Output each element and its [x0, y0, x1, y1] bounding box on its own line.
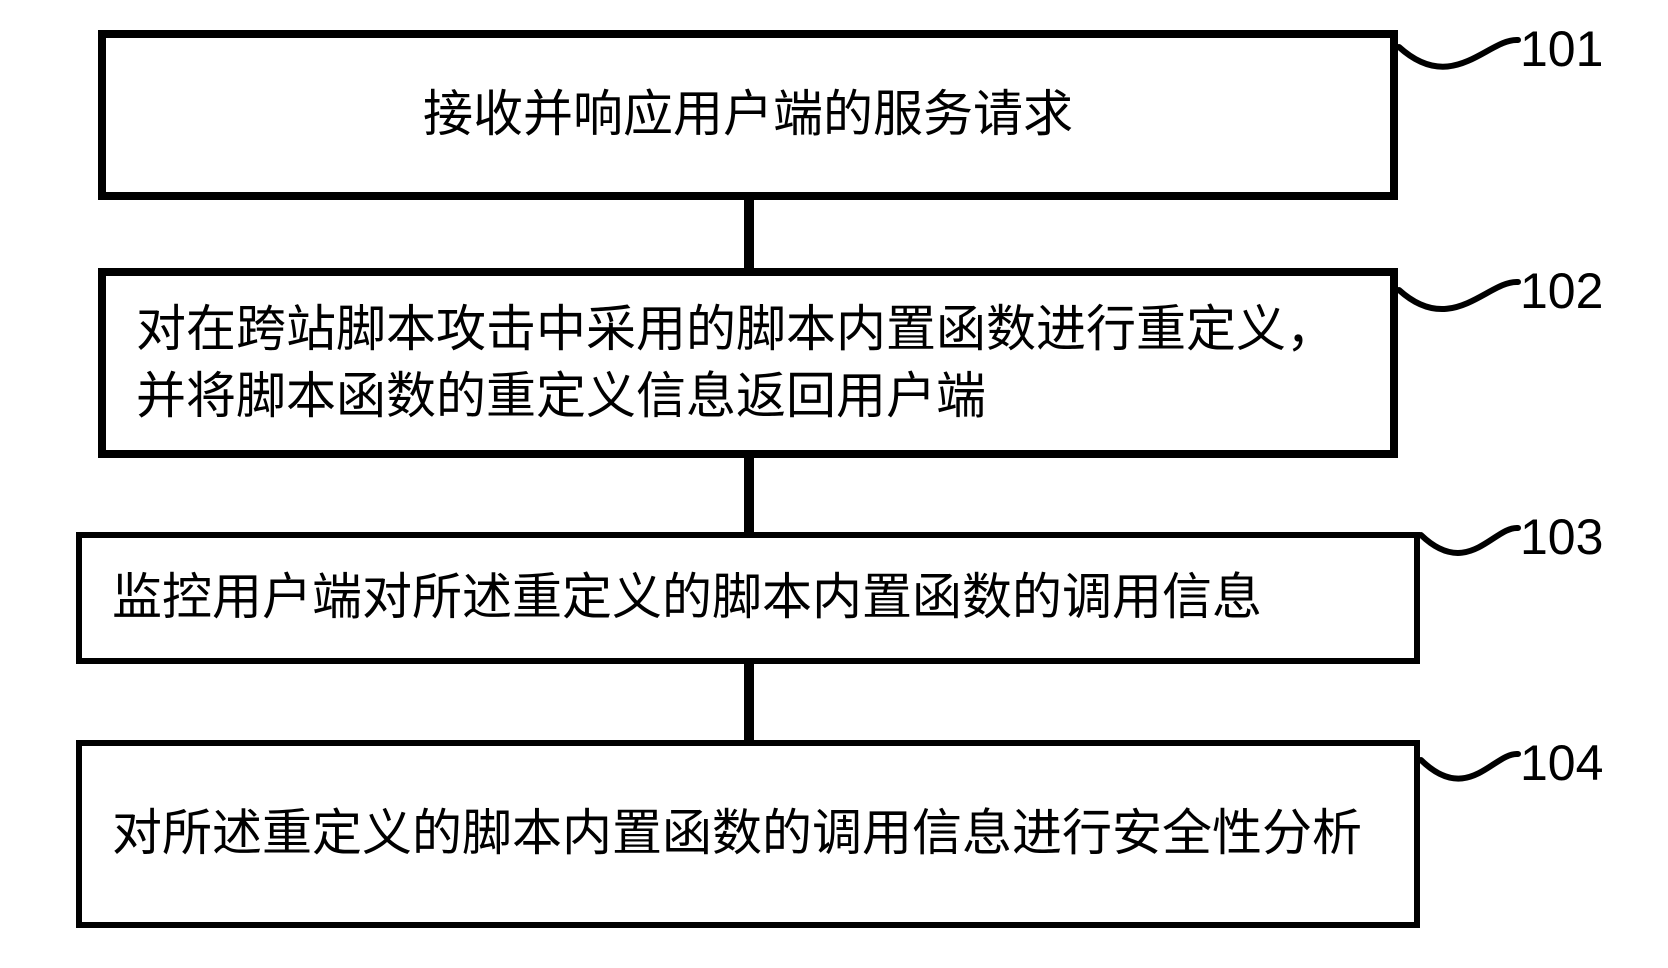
connector-3-4	[744, 664, 754, 740]
callout-4	[1417, 748, 1522, 810]
node-text: 对所述重定义的脚本内置函数的调用信息进行安全性分析	[112, 800, 1362, 868]
callout-3	[1417, 522, 1522, 584]
flowchart-canvas: 接收并响应用户端的服务请求 101 对在跨站脚本攻击中采用的脚本内置函数进行重定…	[0, 0, 1668, 968]
step-label-104: 104	[1520, 734, 1603, 792]
callout-1	[1395, 34, 1522, 100]
flowchart-node-3: 监控用户端对所述重定义的脚本内置函数的调用信息	[76, 532, 1420, 664]
node-text: 监控用户端对所述重定义的脚本内置函数的调用信息	[112, 564, 1262, 632]
node-text: 对在跨站脚本攻击中采用的脚本内置函数进行重定义，并将脚本函数的重定义信息返回用户…	[136, 296, 1360, 431]
step-label-101: 101	[1520, 20, 1603, 78]
callout-2	[1395, 276, 1522, 342]
step-label-103: 103	[1520, 508, 1603, 566]
connector-2-3	[744, 458, 754, 532]
flowchart-node-2: 对在跨站脚本攻击中采用的脚本内置函数进行重定义，并将脚本函数的重定义信息返回用户…	[98, 268, 1398, 458]
step-label-102: 102	[1520, 262, 1603, 320]
flowchart-node-1: 接收并响应用户端的服务请求	[98, 30, 1398, 200]
connector-1-2	[744, 200, 754, 268]
node-text: 接收并响应用户端的服务请求	[423, 81, 1073, 149]
flowchart-node-4: 对所述重定义的脚本内置函数的调用信息进行安全性分析	[76, 740, 1420, 928]
